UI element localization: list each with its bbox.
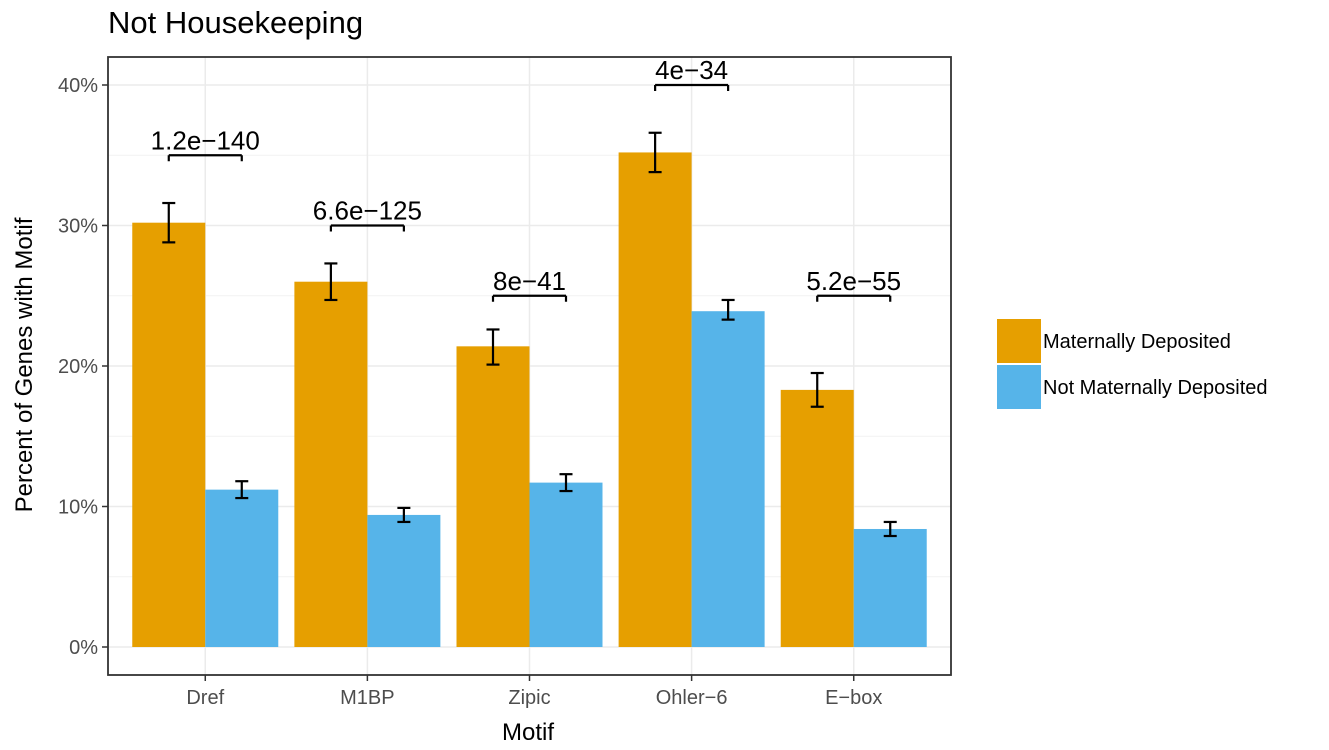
bar-maternal [618,152,692,647]
x-tick-label: Dref [186,687,224,709]
legend-swatch [997,365,1041,409]
bar-not-maternal [367,514,441,647]
x-tick-label: E−box [825,687,882,709]
error-bar [162,201,176,244]
y-tick-label: 30% [58,216,98,238]
significance-bracket [329,224,405,232]
significance-bracket [816,294,892,302]
bar-not-maternal [529,482,603,647]
p-value-label: 4e−34 [655,55,728,85]
legend-label: Not Maternally Deposited [1043,377,1268,399]
significance-bracket [654,83,730,91]
significance-bracket [167,154,243,162]
y-tick-label: 20% [58,356,98,378]
chart-title: Not Housekeeping [108,5,363,40]
legend-label: Maternally Deposited [1043,331,1231,353]
error-bar [721,298,735,321]
x-tick-label: Ohler−6 [656,687,728,709]
bar-maternal [456,346,530,647]
error-bar [397,506,411,524]
p-value-label: 5.2e−55 [806,266,901,296]
y-tick-label: 10% [58,497,98,519]
bar-not-maternal [205,489,279,647]
x-tick-label: Zipic [508,687,550,709]
legend: Maternally Deposited Not Maternally Depos… [997,319,1268,409]
bar-maternal [780,389,854,647]
error-bar [324,262,338,302]
error-bar [559,473,573,493]
bar-maternal [294,281,368,647]
error-bar [810,371,824,408]
legend-swatch [997,319,1041,363]
y-tick-label: 0% [69,637,98,659]
p-value-label: 6.6e−125 [313,196,422,226]
p-value-label: 8e−41 [493,266,566,296]
plot-area: 1.2e−140 6.6e−125 8e−41 4e−34 5.2e−55 0% 10% 20… [58,55,952,709]
y-tick-label: 40% [58,75,98,97]
error-bar [648,131,662,174]
error-bar [486,328,500,366]
x-axis-title: Motif [502,719,554,746]
p-value-label: 1.2e−140 [151,125,260,155]
bar-not-maternal [691,311,765,647]
y-axis-title: Percent of Genes with Motif [11,217,38,512]
error-bar [883,520,897,538]
bar-not-maternal [853,528,927,647]
error-bar [235,480,249,500]
bar-maternal [132,222,206,647]
significance-bracket [491,294,568,302]
x-tick-label: M1BP [340,687,394,709]
